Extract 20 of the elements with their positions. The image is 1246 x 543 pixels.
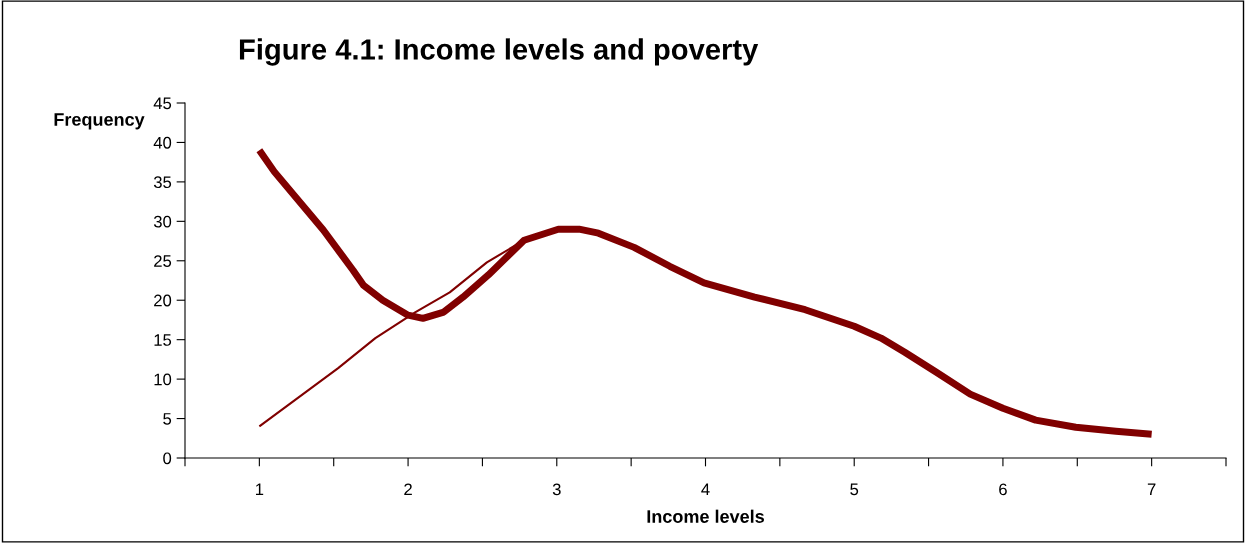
x-tick-label: 6 [999, 483, 1007, 496]
x-tick-label: 7 [1147, 483, 1156, 496]
x-tick-label: 3 [552, 483, 561, 496]
y-tick-label: 20 [154, 294, 172, 307]
y-tick-label: 10 [154, 373, 172, 386]
y-tick-label: 30 [153, 215, 172, 228]
y-tick-label: 25 [154, 255, 172, 267]
x-tick-label: 5 [850, 483, 859, 496]
y-tick-label: 0 [163, 452, 172, 465]
x-axis-title: Income levels [647, 509, 764, 523]
y-tick-label: 35 [153, 176, 172, 189]
y-tick-label: 15 [154, 334, 172, 346]
y-axis-title: Frequency [54, 113, 145, 130]
x-tick-label: 4 [701, 483, 710, 496]
y-tick-label: 5 [163, 413, 172, 425]
x-tick-label: 1 [255, 483, 264, 496]
x-tick-label: 2 [404, 483, 412, 496]
y-tick-label: 45 [153, 97, 172, 110]
y-tick-label: 40 [153, 136, 172, 149]
chart-title: Figure 4.1: Income levels and poverty [239, 38, 759, 66]
